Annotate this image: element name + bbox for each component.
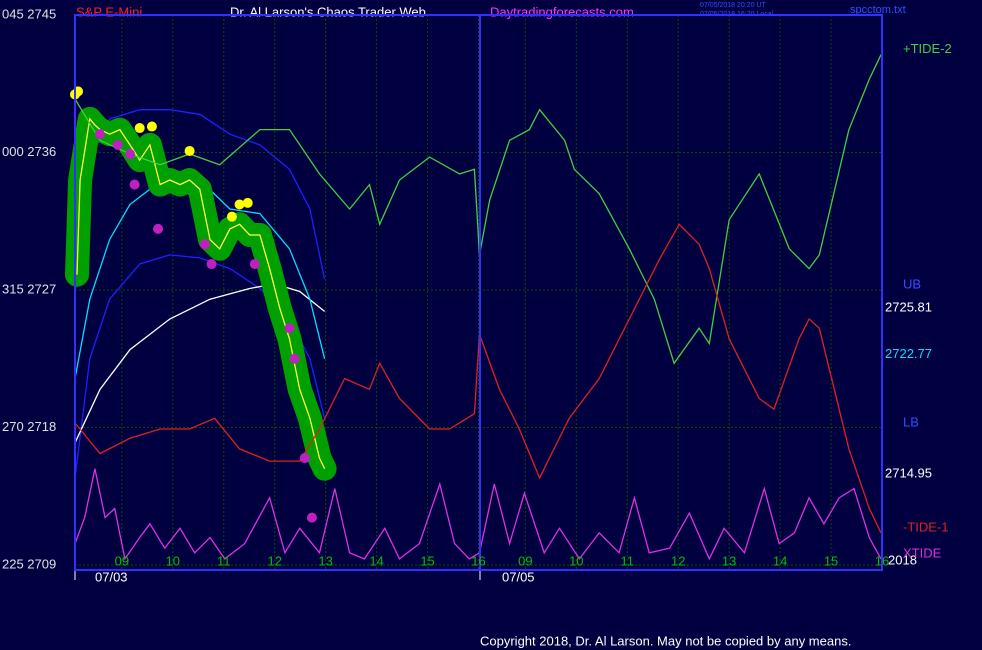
y-tick-label: 045 2745 <box>2 6 56 21</box>
series-line <box>74 283 326 444</box>
y-tick-label: 315 2727 <box>2 281 56 296</box>
x-tick-label: 11 <box>621 553 635 568</box>
marker <box>146 121 157 132</box>
date-label: 07/03 <box>95 569 128 584</box>
marker <box>242 197 253 208</box>
series-line <box>76 117 326 469</box>
plot-border <box>74 14 883 571</box>
file-name: spcctom.txt <box>850 4 906 16</box>
level-name: UB <box>903 277 921 292</box>
site: Daytradingforecasts.com <box>490 4 634 19</box>
series-label: XTIDE <box>903 545 942 560</box>
marker <box>299 453 310 464</box>
time-ut: 07/05/2018 20:20 UT <box>700 2 766 9</box>
y-tick-label: 270 2718 <box>2 419 56 434</box>
date-label: 07/05 <box>502 569 535 584</box>
marker <box>125 149 136 160</box>
marker <box>112 139 123 150</box>
marker <box>134 123 145 134</box>
marker <box>184 145 195 156</box>
x-tick-label: 15 <box>420 553 434 568</box>
marker <box>284 323 295 334</box>
marker <box>226 211 237 222</box>
marker <box>306 512 317 523</box>
level-value: 2725.81 <box>885 300 932 315</box>
level-value: 2722.77 <box>885 346 932 361</box>
x-tick-label: 16 <box>875 553 889 568</box>
series-line <box>74 468 882 561</box>
level-name: LB <box>903 415 919 430</box>
title: Dr. Al Larson's Chaos Trader Web <box>230 4 426 19</box>
x-tick-label: 15 <box>824 553 838 568</box>
marker <box>153 223 164 234</box>
series-label: +TIDE-2 <box>903 41 952 56</box>
x-tick-label: 12 <box>671 553 685 568</box>
marker <box>249 259 260 270</box>
x-tick-label: 12 <box>267 553 281 568</box>
marker <box>129 179 140 190</box>
level-value: 2714.95 <box>885 466 932 481</box>
x-tick-label: 16 <box>471 553 485 568</box>
series-line <box>74 223 882 534</box>
x-tick-label: 09 <box>518 553 532 568</box>
x-tick-label: 13 <box>722 553 736 568</box>
x-tick-label: 09 <box>115 553 129 568</box>
x-tick-label: 10 <box>569 553 583 568</box>
x-tick-label: 11 <box>217 553 231 568</box>
x-tick-label: 14 <box>369 553 383 568</box>
series-label: -TIDE-1 <box>903 519 949 534</box>
y-tick-label: 225 2709 <box>2 556 56 571</box>
marker <box>94 129 105 140</box>
y-tick-label: 000 2736 <box>2 144 56 159</box>
x-tick-label: 13 <box>318 553 332 568</box>
series-line <box>74 54 882 365</box>
marker <box>289 353 300 364</box>
year: 2018 <box>888 552 917 567</box>
copyright: Copyright 2018, Dr. Al Larson. May not b… <box>480 633 851 648</box>
x-tick-label: 10 <box>166 553 180 568</box>
marker <box>199 239 210 250</box>
marker <box>234 199 245 210</box>
marker <box>206 259 217 270</box>
plot <box>65 54 882 561</box>
instrument: S&P E-Mini <box>76 4 142 19</box>
x-tick-label: 14 <box>773 553 787 568</box>
